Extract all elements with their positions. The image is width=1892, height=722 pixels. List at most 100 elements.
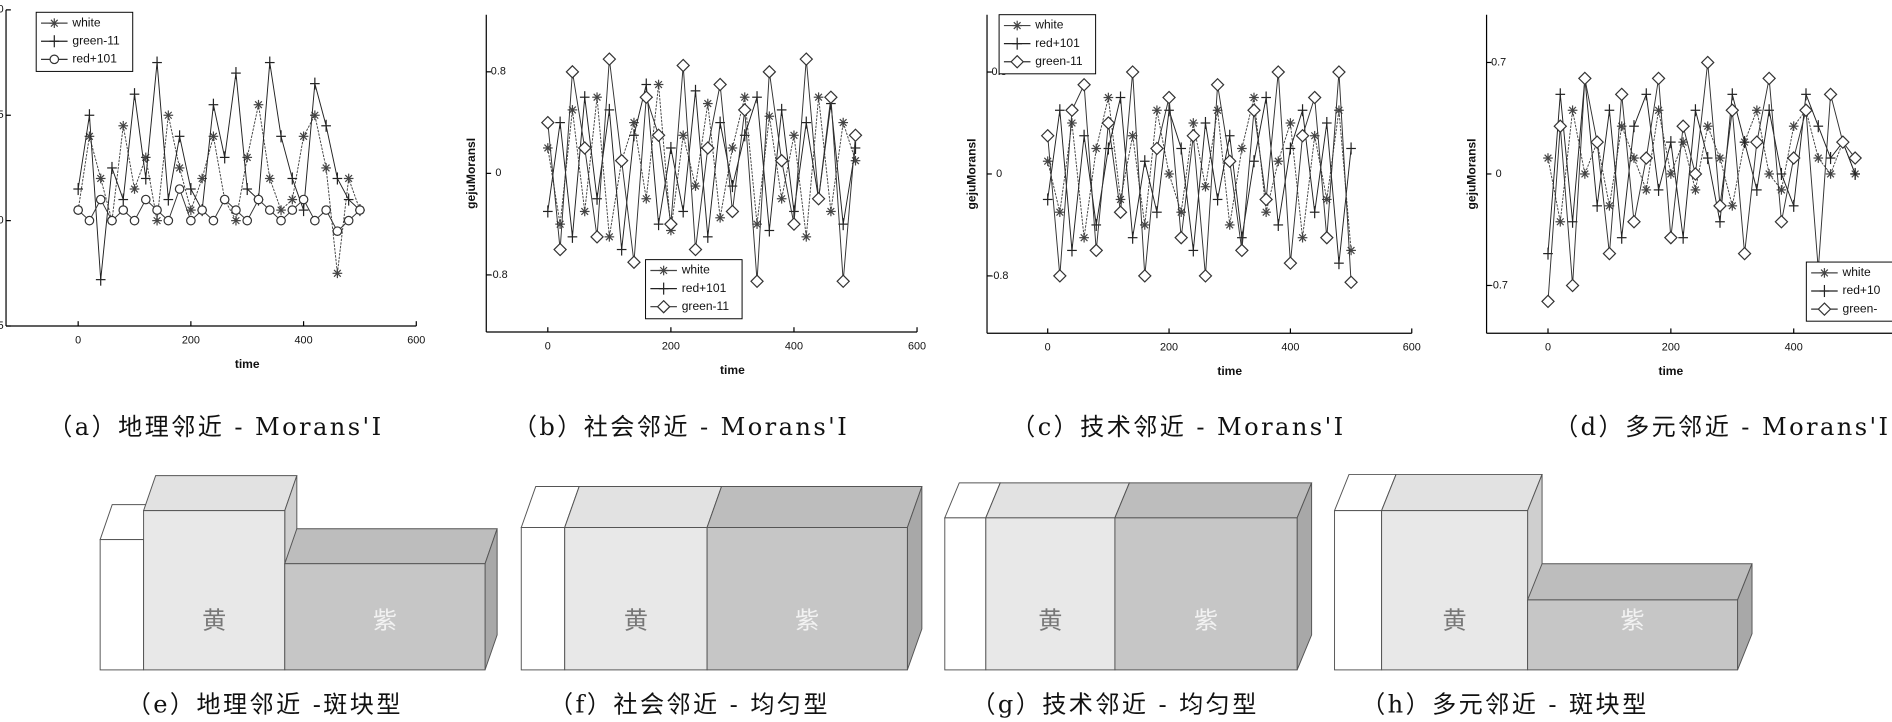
marker (1801, 88, 1811, 101)
marker (616, 243, 627, 256)
marker-shape (824, 90, 838, 105)
marker (321, 163, 331, 173)
marker-shape (73, 205, 83, 215)
marker-shape (1651, 71, 1666, 86)
marker (1297, 232, 1308, 243)
marker (651, 128, 666, 143)
caption: （f）社会邻近 - 均匀型 (549, 691, 830, 719)
marker (1774, 214, 1789, 229)
marker (1725, 103, 1740, 118)
y-tick-label: 0.8 (491, 66, 506, 78)
block-label: 紫 (795, 607, 819, 635)
x-tick-label: 0 (75, 334, 81, 346)
marker (850, 141, 861, 155)
marker (1152, 105, 1162, 116)
marker (850, 155, 861, 166)
marker-shape (614, 153, 629, 168)
marker (1666, 136, 1676, 149)
marker (848, 128, 863, 143)
marker (1737, 246, 1752, 261)
marker-shape (1162, 90, 1176, 105)
marker (1261, 91, 1271, 104)
marker-shape (1307, 90, 1322, 105)
marker (1567, 215, 1578, 228)
marker-shape (1762, 71, 1777, 86)
x-tick-label: 200 (662, 340, 680, 352)
marker-shape (1737, 246, 1752, 261)
series-line (1047, 71, 1352, 283)
marker (1055, 207, 1065, 218)
marker (656, 299, 671, 314)
marker (1346, 142, 1356, 155)
marker-shape (1848, 151, 1863, 165)
marker (1137, 269, 1152, 283)
marker (1188, 118, 1199, 128)
marker (1115, 194, 1126, 205)
marker (592, 92, 602, 103)
block-front (1527, 599, 1739, 671)
marker-shape (152, 205, 162, 215)
marker (1210, 77, 1225, 92)
block-label: 紫 (1194, 607, 1218, 635)
marker (776, 103, 787, 116)
marker (231, 215, 241, 226)
x-tick-label: 200 (1160, 342, 1178, 354)
marker (174, 130, 185, 143)
legend-label: green-11 (1035, 54, 1083, 68)
marker-shape (1319, 230, 1334, 245)
marker (174, 184, 185, 194)
block-front (985, 517, 1116, 671)
marker-shape (1174, 230, 1189, 245)
marker (1091, 218, 1102, 231)
x-tick-label: 400 (785, 340, 803, 352)
block-front (1334, 510, 1383, 671)
marker (1727, 88, 1738, 101)
marker (1555, 216, 1566, 227)
marker-shape (1113, 205, 1128, 220)
marker-shape (1210, 77, 1225, 92)
marker (567, 230, 578, 243)
marker-shape (627, 255, 641, 270)
marker (737, 103, 752, 117)
marker (555, 219, 565, 229)
marker-shape (787, 217, 801, 232)
marker (658, 282, 669, 295)
marker (1040, 128, 1055, 143)
marker (1590, 135, 1605, 150)
x-tick-label: 600 (908, 340, 926, 352)
marker-shape (1823, 87, 1838, 102)
marker (1580, 169, 1590, 179)
marker (343, 193, 354, 206)
marker (1012, 20, 1023, 31)
y-tick-label: -0.8 (489, 269, 508, 281)
y-tick-label: 0 (1496, 168, 1502, 180)
marker (298, 131, 309, 142)
marker-shape (1259, 192, 1274, 207)
legend-label: red+101 (682, 281, 727, 295)
marker (688, 242, 703, 257)
marker (1139, 155, 1150, 168)
marker-shape (129, 215, 140, 226)
marker-shape (1639, 151, 1654, 165)
x-tick-label: 400 (295, 334, 313, 346)
marker-shape (1247, 103, 1261, 118)
marker (1825, 169, 1836, 179)
x-axis-label: time (1217, 364, 1242, 378)
marker (592, 192, 602, 205)
y-tick-label: -0.8 (990, 270, 1009, 282)
y-tick-label: 0 (0, 4, 4, 16)
marker (1700, 55, 1715, 70)
marker (321, 119, 331, 132)
series-line (1547, 108, 1856, 222)
marker (1813, 153, 1824, 163)
marker (1174, 230, 1189, 245)
marker (1186, 128, 1201, 143)
marker (653, 79, 664, 90)
x-tick-label: 200 (182, 334, 200, 346)
marker (1817, 302, 1832, 317)
y-tick-label: .5 (0, 109, 4, 121)
marker (1651, 71, 1666, 86)
marker (1752, 105, 1762, 116)
marker (343, 173, 354, 184)
marker (208, 215, 219, 226)
